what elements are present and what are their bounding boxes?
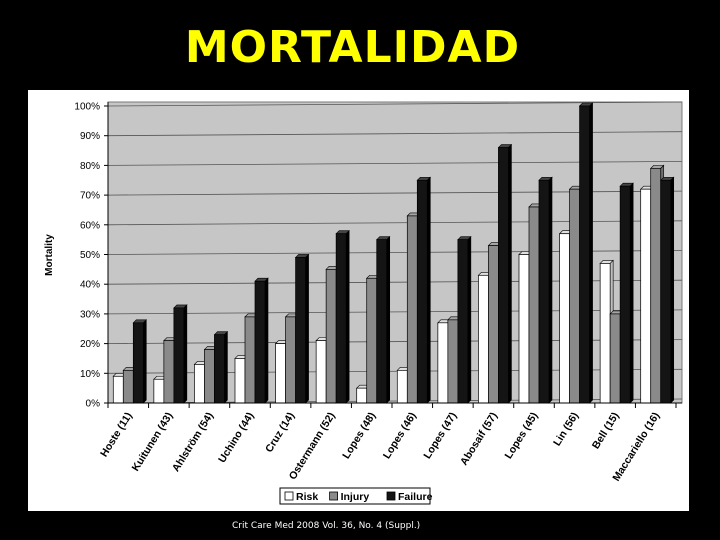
x-tick-label: Kuitunen (43) [130,410,176,473]
x-tick-label: Uchino (44) [216,410,256,465]
bar-side [508,143,512,404]
bar-failure-8 [457,239,469,404]
chart-legend: Risk Injury Failure [279,487,433,505]
gridline [107,101,683,107]
bar-failure-4 [295,257,306,404]
bar-risk-13 [640,188,652,404]
bar-injury-7 [406,215,418,404]
bar-injury-0 [122,369,134,404]
legend-label-risk: Risk [296,491,318,503]
legend-label-injury: Injury [341,491,370,503]
y-tick-label: 100% [74,102,100,113]
bar-failure-7 [416,179,428,404]
x-tick-label: Hoste (11) [98,410,135,459]
bar-risk-1 [153,378,165,404]
bar-injury-2 [204,349,215,404]
bar-side [183,304,188,404]
bar-risk-6 [356,387,368,404]
y-tick-label: 60% [80,220,100,231]
bar-injury-13 [650,168,662,404]
bar-risk-11 [559,233,570,404]
bar-injury-4 [285,316,296,404]
bar-risk-0 [112,375,124,404]
y-tick-label: 80% [80,161,100,172]
mortality-bar-chart: 0% 10% 20% 30% 40% 50% 60% 70% 80% 90% 100% Hoste … [44,101,683,505]
bar-side [426,176,431,404]
bar-failure-10 [538,179,550,404]
x-tick-label: Ahlström (54) [170,410,216,474]
bar-injury-11 [569,188,580,404]
bar-failure-9 [498,147,509,404]
bar-failure-13 [660,179,672,404]
bar-injury-10 [528,206,540,404]
x-tick-label: Cruz (14) [263,410,297,454]
bar-risk-5 [315,340,327,404]
bar-failure-6 [376,239,388,404]
bar-failure-12 [619,185,631,404]
bar-injury-5 [325,269,337,404]
y-tick-label: 30% [80,309,100,320]
slide-title: MORTALIDAD [184,22,521,73]
bar-failure-5 [335,233,347,404]
bar-injury-8 [447,319,459,404]
bar-side [386,235,391,404]
bar-failure-11 [579,105,590,404]
x-tick-label: Lopes (45) [503,410,541,461]
chart-panel: 0% 10% 20% 30% 40% 50% 60% 70% 80% 90% 100% Hoste … [28,90,689,511]
legend-swatch-failure [386,491,396,501]
bar-risk-4 [275,343,286,404]
legend-swatch-risk [284,491,294,501]
bar-injury-9 [488,245,499,404]
y-tick-label: 10% [80,369,100,380]
x-tick-label: Abosaif (57) [458,410,500,467]
y-tick-label: 40% [80,280,100,291]
bar-side [467,235,472,404]
y-tick-label: 70% [80,191,100,202]
bar-side [224,330,228,404]
y-tick-label: 90% [80,131,100,142]
bar-failure-0 [132,322,144,404]
bar-injury-12 [609,313,621,404]
bar-risk-10 [518,254,530,404]
bar-side [548,176,553,404]
bar-failure-3 [254,280,266,404]
bar-side [142,319,147,404]
bar-risk-8 [437,322,449,404]
x-tick-label: Lopes (47) [421,410,459,461]
bar-risk-7 [396,369,408,404]
citation: Crit Care Med 2008 Vol. 36, No. 4 (Suppl… [232,521,421,531]
bar-injury-1 [163,340,175,404]
x-tick-label: Lin (56) [551,410,581,448]
bar-injury-6 [366,277,378,404]
bar-side [589,102,593,404]
bar-risk-9 [478,274,489,404]
bar-side [345,229,350,404]
y-tick-label: 50% [80,250,100,261]
bar-side [264,277,269,404]
bar-injury-3 [244,316,256,404]
bar-risk-12 [599,263,611,404]
bar-risk-3 [234,358,246,404]
x-tick-label: Lopes (48) [340,410,378,461]
y-tick-label: 20% [80,339,100,350]
legend-label-failure: Failure [398,491,433,503]
bar-failure-2 [214,334,225,404]
bar-side [670,176,675,404]
x-tick-label: Bell (15) [590,410,622,451]
bar-side [629,182,634,404]
y-axis-label: Mortality [44,234,55,276]
x-tick-label: Lopes (46) [381,410,419,461]
bar-risk-2 [194,364,205,404]
bar-failure-1 [173,307,185,404]
legend-swatch-injury [329,491,339,501]
y-tick-label: 0% [86,399,101,410]
bar-side [305,253,309,404]
